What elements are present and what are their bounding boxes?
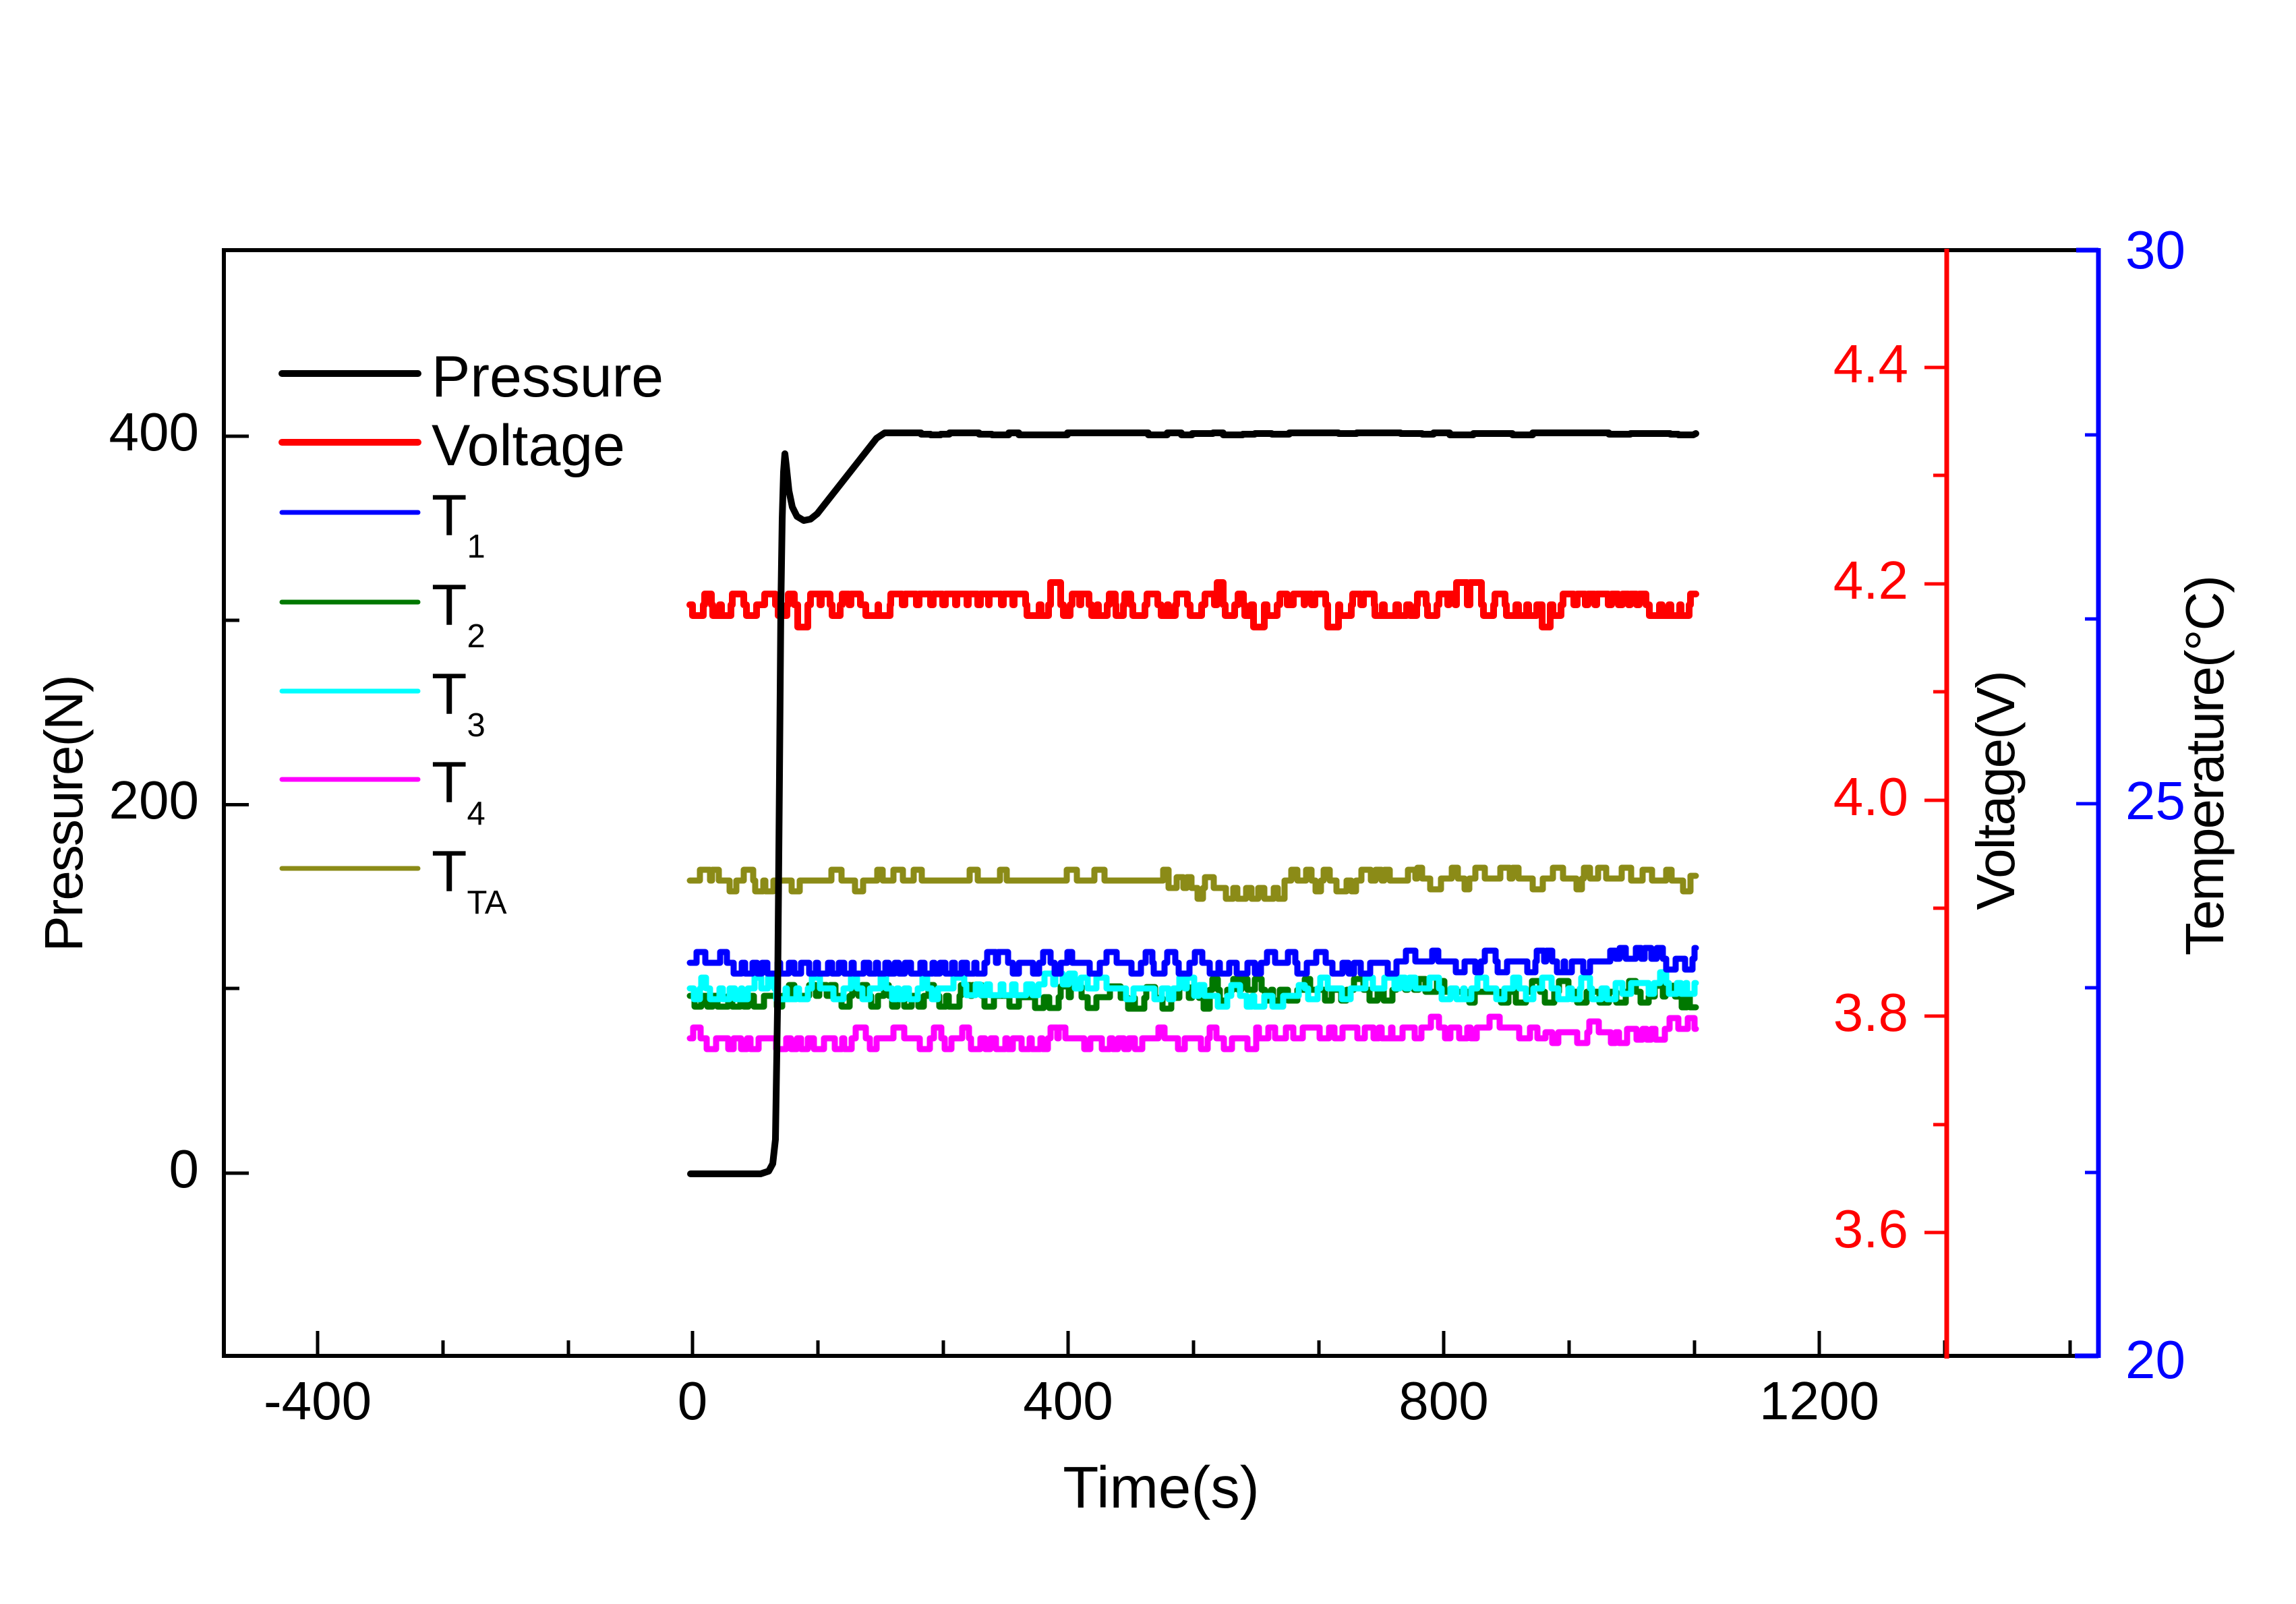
svg-text:20: 20 — [2125, 1330, 2185, 1390]
svg-text:Pressure(N): Pressure(N) — [34, 676, 94, 951]
svg-text:4.2: 4.2 — [1833, 550, 1908, 610]
svg-text:-400: -400 — [264, 1371, 372, 1431]
svg-text:Voltage(V): Voltage(V) — [1966, 672, 2026, 910]
svg-text:0: 0 — [678, 1371, 708, 1431]
svg-text:3.6: 3.6 — [1833, 1199, 1908, 1259]
svg-text:T2: T2 — [432, 573, 485, 655]
svg-text:Voltage: Voltage — [432, 413, 625, 478]
svg-text:T3: T3 — [432, 662, 485, 744]
svg-text:Time(s): Time(s) — [1063, 1455, 1260, 1520]
svg-text:200: 200 — [109, 770, 199, 830]
svg-text:3.8: 3.8 — [1833, 982, 1908, 1042]
svg-text:T1: T1 — [432, 483, 485, 565]
svg-text:TTA: TTA — [432, 839, 507, 921]
svg-text:400: 400 — [1023, 1371, 1113, 1431]
svg-text:T4: T4 — [432, 750, 485, 832]
svg-text:0: 0 — [169, 1139, 200, 1199]
svg-text:400: 400 — [109, 402, 199, 462]
svg-text:1200: 1200 — [1759, 1371, 1879, 1431]
svg-text:Pressure: Pressure — [432, 345, 664, 409]
svg-text:800: 800 — [1399, 1371, 1488, 1431]
svg-text:25: 25 — [2125, 771, 2185, 831]
svg-text:30: 30 — [2125, 220, 2185, 280]
svg-text:4.4: 4.4 — [1833, 334, 1908, 394]
svg-text:Temperature(°C): Temperature(°C) — [2175, 576, 2235, 955]
svg-text:4.0: 4.0 — [1833, 767, 1908, 827]
